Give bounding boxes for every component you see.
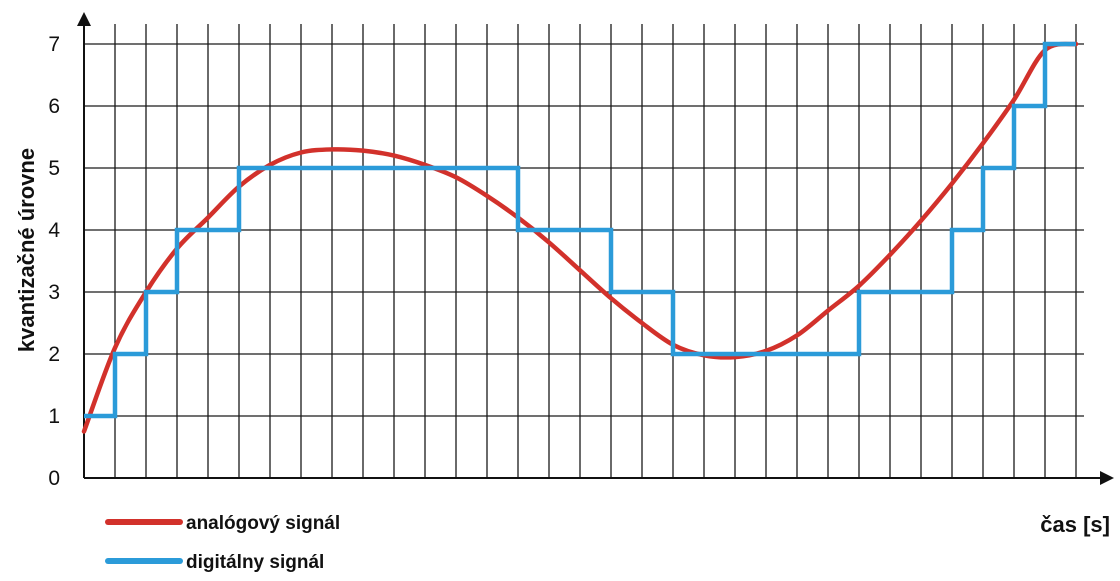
y-tick-labels: 0 1 2 3 4 5 6 7 — [48, 33, 60, 490]
x-axis-arrow — [1100, 471, 1114, 485]
y-axis-label: kvantizačné úrovne — [14, 148, 39, 352]
series-group — [81, 41, 1079, 434]
x-axis-label: čas [s] — [1040, 512, 1110, 537]
y-tick-label: 7 — [48, 33, 60, 56]
legend: analógový signál digitálny signál — [105, 513, 340, 573]
legend-label-analog: analógový signál — [186, 513, 340, 534]
axes — [77, 12, 1114, 485]
y-tick-label: 6 — [48, 95, 60, 118]
y-tick-label: 5 — [48, 157, 60, 180]
series-line-digital — [84, 41, 1076, 419]
y-axis-arrow — [77, 12, 91, 26]
y-tick-label: 4 — [48, 219, 60, 242]
y-tick-label: 3 — [48, 281, 60, 304]
y-tick-label: 0 — [48, 467, 60, 490]
grid — [84, 24, 1084, 478]
legend-label-digital: digitálny signál — [186, 552, 324, 573]
y-tick-label: 1 — [48, 405, 60, 428]
y-tick-label: 2 — [48, 343, 60, 366]
